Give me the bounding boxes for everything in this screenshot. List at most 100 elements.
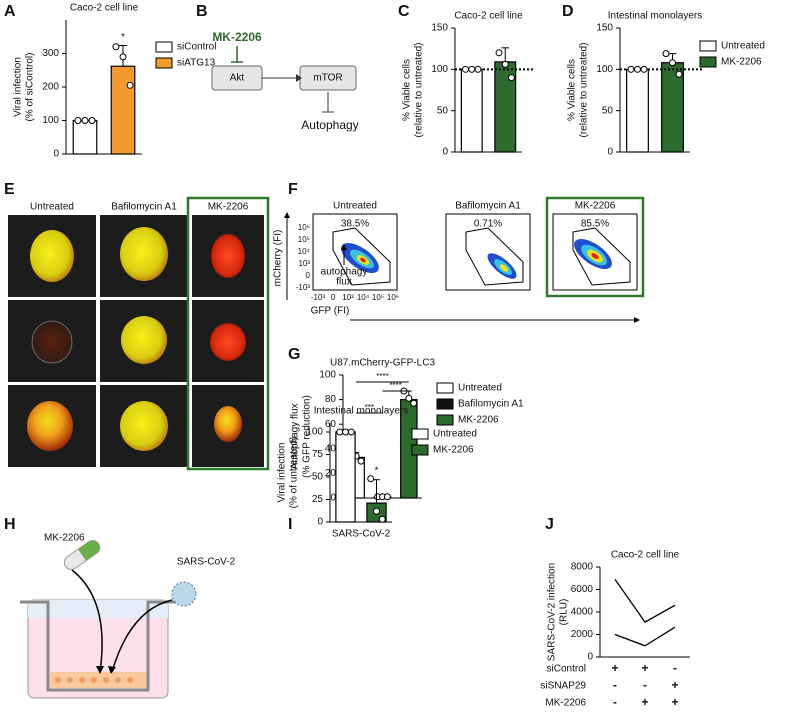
chart-title: Intestinal monolayers [608, 11, 703, 22]
panel-letter: E [4, 181, 15, 198]
data-point [462, 65, 470, 73]
legend-swatch [699, 56, 717, 68]
legend-label: MK-2206 [458, 415, 499, 426]
cell [103, 677, 109, 683]
significance-label: * [375, 465, 379, 476]
gate-percentage: 38.5% [341, 219, 369, 230]
panel-letter: D [562, 3, 574, 20]
data-point [634, 65, 641, 73]
panel-letter: C [398, 3, 410, 20]
bar [72, 119, 98, 155]
chart-title: Caco-2 cell line [70, 3, 139, 14]
y-tick-label: 0 [53, 149, 59, 160]
condition-mark: + [611, 661, 618, 675]
data-point [495, 49, 503, 57]
data-point [410, 399, 418, 407]
monolayer [50, 672, 146, 688]
cell [31, 320, 73, 364]
cell [214, 406, 242, 442]
gate [465, 227, 524, 286]
virus-label: SARS-CoV-2 [177, 557, 236, 568]
y-tick-label: 80 [325, 394, 337, 405]
gate-percentage: 85.5% [581, 219, 609, 230]
arrow-head [96, 666, 104, 674]
cell [121, 316, 167, 364]
chart-title: Intestinal monolayers [314, 406, 409, 417]
density-blob [499, 264, 509, 272]
bar [335, 431, 356, 523]
cell [120, 401, 168, 451]
arrow-head [634, 317, 640, 323]
arrow-head [284, 212, 290, 218]
panel-letter: F [288, 181, 298, 198]
chart-title: Caco-2 cell line [454, 11, 523, 22]
data-point [373, 507, 380, 515]
panel-letter: H [4, 516, 16, 533]
legend-swatch [411, 428, 429, 440]
pill [63, 540, 101, 570]
y-tick-label: 200 [42, 82, 59, 93]
cell [27, 401, 73, 451]
y-tick-label: 25 [312, 494, 324, 505]
data-point [336, 428, 344, 436]
chart-title: Caco-2 cell line [611, 550, 680, 561]
density-blob [591, 253, 599, 259]
y-axis-label: (% GFP reduction) [302, 395, 313, 478]
data-point [627, 65, 635, 73]
legend-swatch [436, 414, 454, 426]
significance-label: **** [376, 372, 388, 381]
cell [210, 323, 246, 361]
data-point [675, 70, 683, 78]
annotation: flux [336, 277, 352, 288]
data-point [501, 60, 509, 68]
y-tick-label: 150 [431, 23, 448, 34]
arrow [71, 569, 103, 673]
arrow-head [296, 74, 302, 82]
density [341, 238, 612, 279]
panel-letter: B [196, 3, 208, 20]
node-label: Akt [230, 73, 245, 84]
legend-label: Bafilomycin A1 [458, 399, 524, 410]
panel-letter: I [288, 516, 292, 533]
x-tick-label: SARS-CoV-2 [332, 529, 391, 540]
cell [211, 234, 245, 278]
data-point [126, 81, 134, 89]
x-tick-label: 10³ [342, 293, 354, 302]
y-tick-label: 0 [306, 271, 311, 280]
condition-mark: - [613, 678, 617, 692]
pill-half [77, 540, 100, 561]
condition-mark: - [643, 678, 647, 692]
axis-label: mCherry (FI) [273, 230, 284, 287]
y-axis-label: SARS-CoV-2 infection [547, 563, 558, 661]
data-point [378, 515, 386, 523]
panel-letter: J [545, 516, 554, 533]
y-tick-label: 50 [437, 105, 449, 116]
gate [572, 227, 631, 286]
data-point [474, 65, 482, 73]
y-tick-label: 0 [330, 493, 336, 504]
y-axis-label: Viral infection [13, 57, 24, 117]
y-tick-label: 4000 [571, 607, 594, 618]
column-header: Untreated [30, 202, 74, 213]
cell [115, 677, 121, 683]
y-tick-label: 0 [442, 147, 448, 158]
y-tick-label: 10⁶ [298, 223, 310, 232]
highlight-box [545, 196, 645, 298]
data-point [357, 457, 365, 465]
condition-mark: - [613, 695, 617, 709]
y-tick-label: 150 [596, 23, 613, 34]
data-point [119, 53, 127, 61]
insert [20, 600, 176, 692]
legend-swatch [411, 444, 429, 456]
y-tick-label: 100 [42, 115, 59, 126]
bar [460, 68, 483, 153]
column-header: MK-2206 [208, 202, 249, 213]
gate [332, 227, 391, 286]
column-header: Bafilomycin A1 [455, 201, 521, 212]
y-tick-label: 40 [325, 443, 337, 454]
y-tick-label: 6000 [571, 584, 594, 595]
legend-label: MK-2206 [721, 57, 762, 68]
arrow-head [341, 244, 347, 250]
density-blob [360, 257, 366, 263]
gate-percentage: 0.71% [474, 219, 502, 230]
